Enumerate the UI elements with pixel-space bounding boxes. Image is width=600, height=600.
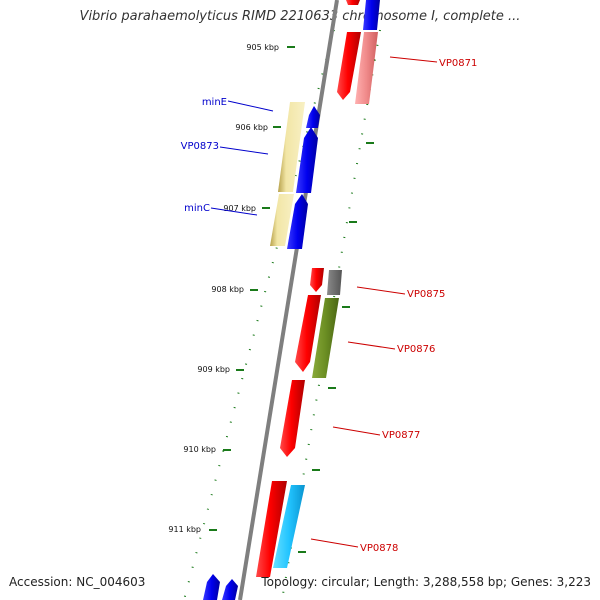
- gene-bottom-blue-2[interactable]: [222, 579, 238, 600]
- gene-vp0871-pink[interactable]: [355, 32, 378, 104]
- tick-label: 905 kbp: [246, 43, 279, 52]
- gene-label-minc[interactable]: minC: [184, 203, 210, 214]
- genome-backbone: [238, 0, 339, 600]
- gene-vp0875[interactable]: [327, 270, 342, 295]
- gene-vp0874-red[interactable]: [310, 268, 324, 292]
- gene-region-yellow-lower[interactable]: [270, 194, 294, 246]
- leader-line-vp0875: [356, 286, 406, 295]
- genome-stats-text: Topology: circular; Length: 3,288,558 bp…: [261, 575, 591, 589]
- accession-text: Accession: NC_004603: [9, 575, 146, 589]
- gene-vp0876[interactable]: [312, 298, 339, 378]
- leader-line-mine: [227, 100, 274, 112]
- tick-label: 910 kbp: [183, 445, 216, 454]
- gene-label-vp0878[interactable]: VP0878: [360, 543, 398, 554]
- leader-line-vp0871: [389, 56, 438, 63]
- tick-label: 909 kbp: [197, 365, 230, 374]
- gene-vp0877[interactable]: [280, 380, 305, 457]
- leader-line-vp0878: [310, 538, 359, 548]
- gene-mine[interactable]: [306, 106, 320, 128]
- gene-label-vp0873[interactable]: VP0873: [181, 141, 219, 152]
- gene-label-mine[interactable]: minE: [202, 97, 227, 108]
- gene-vp0870-blue[interactable]: [363, 0, 380, 30]
- tick-label: 908 kbp: [211, 285, 244, 294]
- leader-line-vp0877: [332, 426, 381, 436]
- gene-label-vp0877[interactable]: VP0877: [382, 430, 420, 441]
- gene-vp0878-red[interactable]: [256, 481, 287, 577]
- gene-vp0871-red[interactable]: [337, 32, 361, 100]
- gene-label-vp0875[interactable]: VP0875: [407, 289, 445, 300]
- gene-vp0870-red[interactable]: [346, 0, 360, 5]
- tick-label: 911 kbp: [168, 525, 201, 534]
- leader-line-vp0876: [347, 341, 396, 350]
- gene-minc[interactable]: [287, 194, 308, 249]
- tick-label: 906 kbp: [235, 123, 268, 132]
- gene-vp0876-red[interactable]: [295, 295, 321, 372]
- map-title: Vibrio parahaemolyticus RIMD 2210633 chr…: [79, 9, 521, 24]
- gene-region-yellow-upper[interactable]: [278, 102, 305, 192]
- gene-vp0878[interactable]: [273, 485, 305, 568]
- tick-label: 907 kbp: [223, 204, 256, 213]
- leader-line-minc: [210, 207, 258, 216]
- tick-marks: [209, 46, 375, 553]
- gene-label-vp0871[interactable]: VP0871: [439, 58, 477, 69]
- gene-vp0873[interactable]: [296, 127, 318, 193]
- leader-line-vp0873: [219, 146, 269, 155]
- gene-bottom-blue-1[interactable]: [203, 574, 220, 600]
- gene-label-vp0876[interactable]: VP0876: [397, 344, 435, 355]
